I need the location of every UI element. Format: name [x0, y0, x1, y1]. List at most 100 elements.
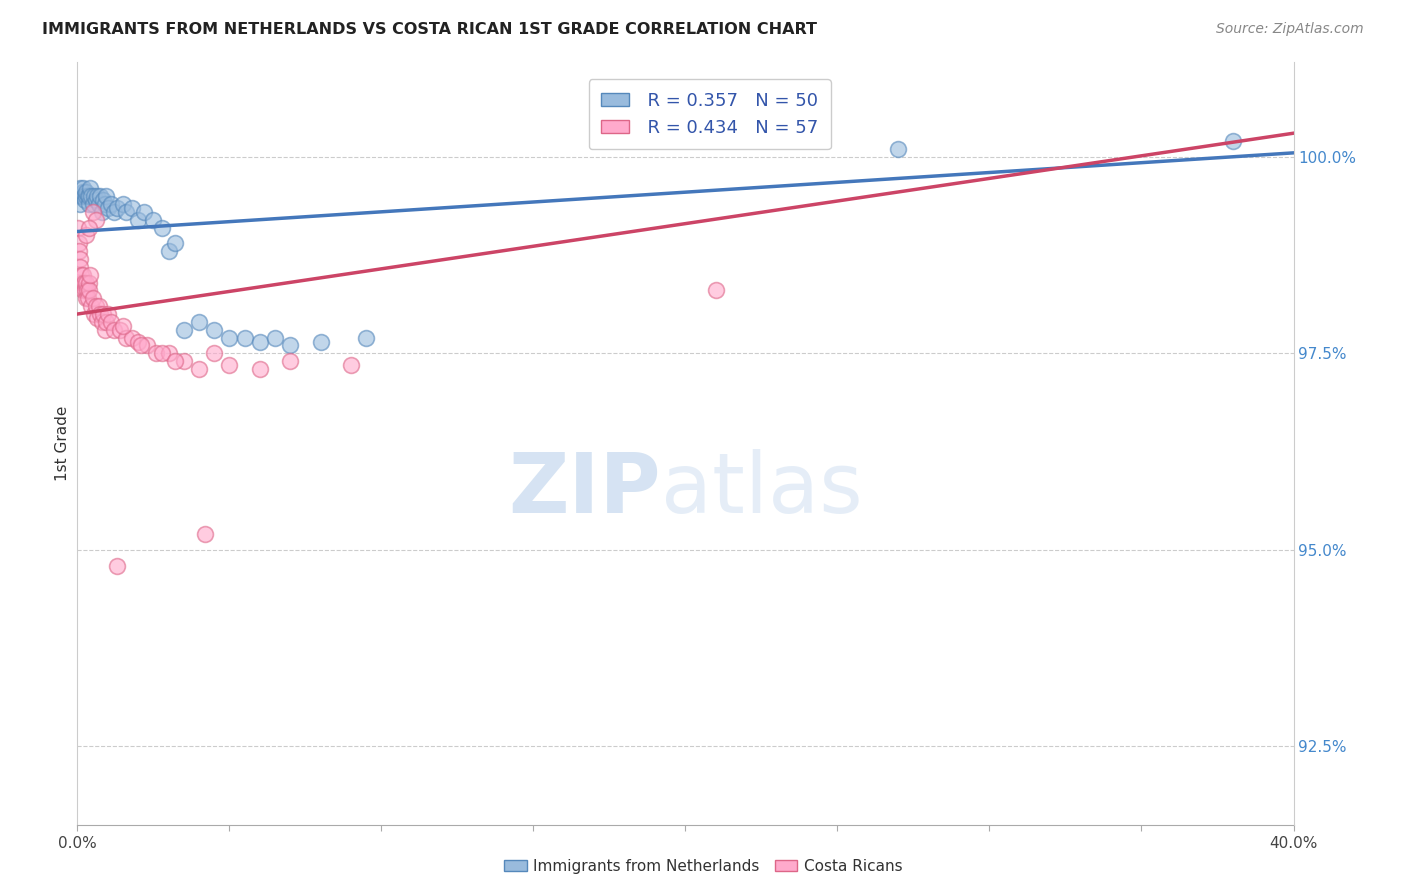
Point [173, 323, 195, 337]
Point [194, 527, 217, 541]
Point [202, 346, 225, 360]
Point [82, 204, 104, 219]
Point [121, 201, 143, 215]
Point [86, 310, 108, 325]
Point [115, 331, 138, 345]
Point [75, 185, 97, 199]
Point [82, 197, 104, 211]
Point [84, 212, 107, 227]
Point [67, 236, 90, 251]
Point [218, 331, 240, 345]
Legend: Immigrants from Netherlands, Costa Ricans: Immigrants from Netherlands, Costa Rican… [498, 853, 908, 880]
Point [887, 142, 910, 156]
Point [91, 193, 114, 207]
Point [309, 334, 332, 349]
Point [77, 197, 100, 211]
Point [152, 220, 174, 235]
Point [105, 558, 128, 573]
Point [105, 201, 128, 215]
Point [75, 276, 97, 290]
Point [111, 318, 134, 333]
Point [77, 291, 100, 305]
Point [1222, 134, 1244, 148]
Point [91, 307, 114, 321]
Point [111, 197, 134, 211]
Y-axis label: 1st Grade: 1st Grade [55, 406, 70, 482]
Legend:   R = 0.357   N = 50,   R = 0.434   N = 57: R = 0.357 N = 50, R = 0.434 N = 57 [589, 79, 831, 149]
Point [76, 284, 98, 298]
Point [72, 268, 94, 282]
Point [77, 189, 100, 203]
Point [79, 284, 101, 298]
Point [70, 268, 93, 282]
Point [66, 220, 89, 235]
Point [97, 201, 120, 215]
Point [89, 189, 111, 203]
Point [72, 284, 94, 298]
Point [121, 331, 143, 345]
Point [354, 331, 377, 345]
Point [249, 362, 271, 376]
Point [75, 291, 97, 305]
Point [70, 276, 93, 290]
Text: IMMIGRANTS FROM NETHERLANDS VS COSTA RICAN 1ST GRADE CORRELATION CHART: IMMIGRANTS FROM NETHERLANDS VS COSTA RIC… [42, 22, 817, 37]
Point [108, 323, 131, 337]
Point [278, 338, 301, 352]
Point [69, 197, 91, 211]
Point [72, 185, 94, 199]
Point [129, 338, 152, 352]
Point [73, 193, 96, 207]
Point [264, 331, 287, 345]
Point [83, 307, 105, 321]
Point [72, 181, 94, 195]
Point [82, 291, 104, 305]
Point [77, 276, 100, 290]
Point [93, 197, 115, 211]
Point [103, 204, 125, 219]
Point [249, 334, 271, 349]
Point [84, 193, 107, 207]
Point [79, 220, 101, 235]
Point [87, 197, 110, 211]
Point [79, 189, 101, 203]
Point [93, 323, 115, 337]
Point [80, 299, 103, 313]
Point [145, 346, 167, 360]
Point [89, 307, 111, 321]
Point [69, 260, 91, 274]
Point [157, 244, 180, 259]
Text: ZIP: ZIP [509, 449, 661, 530]
Point [103, 323, 125, 337]
Point [69, 252, 91, 266]
Point [73, 276, 96, 290]
Point [278, 354, 301, 368]
Point [115, 204, 138, 219]
Point [84, 299, 107, 313]
Point [340, 358, 363, 372]
Point [100, 197, 122, 211]
Point [80, 189, 103, 203]
Point [127, 334, 149, 349]
Text: atlas: atlas [661, 449, 863, 530]
Point [97, 307, 120, 321]
Point [75, 189, 97, 203]
Point [67, 189, 90, 203]
Point [90, 204, 112, 219]
Point [152, 346, 174, 360]
Point [188, 315, 211, 329]
Point [73, 189, 96, 203]
Point [86, 189, 108, 203]
Point [173, 354, 195, 368]
Point [87, 299, 110, 313]
Point [157, 346, 180, 360]
Point [134, 204, 156, 219]
Point [73, 284, 96, 298]
Point [202, 323, 225, 337]
Point [96, 189, 118, 203]
Point [136, 338, 159, 352]
Point [69, 181, 91, 195]
Point [127, 212, 149, 227]
Point [75, 228, 97, 243]
Point [163, 354, 186, 368]
Point [96, 315, 118, 329]
